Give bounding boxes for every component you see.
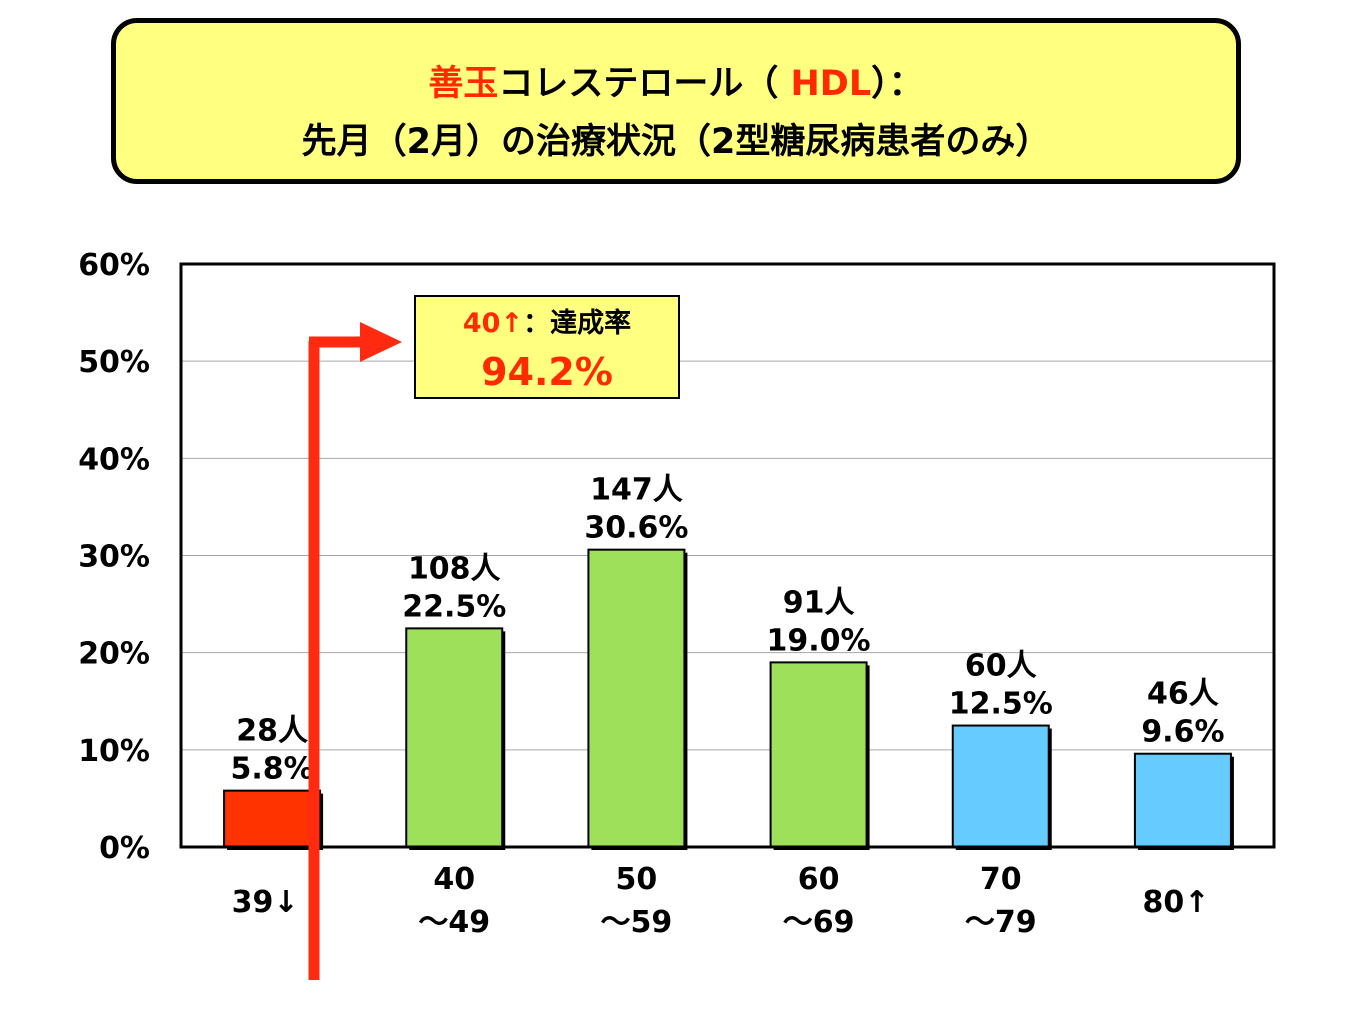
title-line-1: 善玉コレステロール（ HDL）： [116,63,1236,105]
x-tick-label: ～59 [601,905,673,940]
bar [587,548,686,848]
achievement-callout: 40↑：達成率 94.2% [414,295,680,399]
achievement-arrow [308,322,402,980]
bar [769,661,868,849]
x-axis-ticks: 39↓ 40 ～49 50 ～59 60 ～69 70 ～79 80↑ [232,862,1210,940]
value-label: 9.6% [1141,715,1224,750]
x-tick-label: 60 [798,862,840,897]
y-tick-label: 10% [78,734,150,769]
y-axis-ticks: 0% 10% 20% 30% 40% 50% 60% [78,248,150,866]
callout-label: 40↑：達成率 [463,307,631,339]
count-label: 28人 [236,714,308,749]
count-label: 91人 [783,585,855,620]
plot-frame [179,262,1276,849]
bars [223,548,1234,850]
value-label: 19.0% [767,623,871,658]
count-label: 46人 [1147,677,1219,712]
chart-title-box: 善玉コレステロール（ HDL）： 先月（2月）の治療状況（2型糖尿病患者のみ） [111,18,1241,184]
value-label: 30.6% [584,511,688,546]
title-highlight: 善玉 [428,64,499,104]
x-tick-label: ～79 [965,905,1037,940]
bar [951,724,1050,849]
gridlines [181,360,1274,751]
x-tick-label: 50 [616,862,658,897]
bar [1133,752,1232,848]
count-label: 147人 [590,473,683,508]
value-label: 5.8% [230,752,313,787]
title-main: コレステロール（ [498,64,791,104]
x-tick-label: 39↓ [232,885,299,920]
callout-box [414,295,680,399]
count-label: 60人 [965,649,1037,684]
bar [223,789,322,848]
y-tick-label: 20% [78,637,150,672]
callout-value: 94.2% [481,350,613,394]
arrow-head-icon [360,322,402,362]
y-tick-label: 30% [78,540,150,575]
value-label: 12.5% [949,687,1053,722]
x-tick-label: 40 [433,862,475,897]
y-tick-label: 60% [78,248,150,283]
bar [405,627,504,848]
value-label: 22.5% [402,589,506,624]
count-label: 108人 [408,551,501,586]
x-tick-label: ～49 [418,905,490,940]
y-tick-label: 50% [78,345,150,380]
title-abbr: HDL [790,64,872,104]
x-tick-label: ～69 [783,905,855,940]
y-tick-label: 40% [78,442,150,477]
title-line-2: 先月（2月）の治療状況（2型糖尿病患者のみ） [301,122,1051,162]
y-tick-label: 0% [99,831,150,866]
x-tick-label: 80↑ [1142,885,1209,920]
x-tick-label: 70 [980,862,1022,897]
title-end: ）： [871,64,924,104]
